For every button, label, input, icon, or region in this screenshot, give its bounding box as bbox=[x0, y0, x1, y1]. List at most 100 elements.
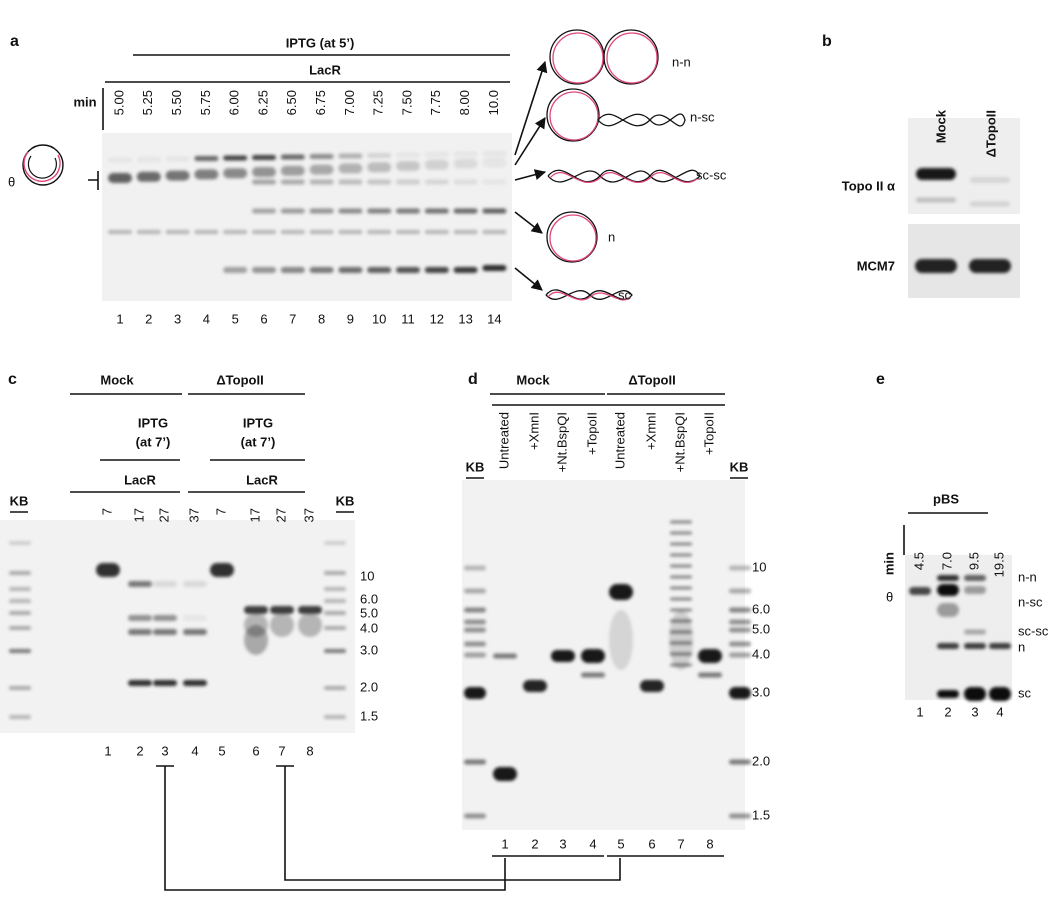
gel-band bbox=[916, 197, 956, 203]
gel-band bbox=[280, 154, 305, 160]
gel-band bbox=[252, 230, 276, 234]
gel-band bbox=[964, 586, 986, 594]
lane-number: 2 bbox=[145, 311, 152, 326]
size-label: 2.0 bbox=[360, 679, 378, 694]
gel-band bbox=[128, 680, 152, 686]
gel-band bbox=[324, 541, 346, 545]
lane-number: 1 bbox=[116, 311, 123, 326]
lane-time: 37 bbox=[186, 508, 201, 522]
gel-band bbox=[338, 208, 363, 214]
lane-time: 27 bbox=[273, 508, 288, 522]
gel-band bbox=[464, 565, 486, 571]
gel-band bbox=[9, 599, 31, 603]
bracket bbox=[88, 171, 99, 190]
gel-band bbox=[9, 626, 31, 630]
gel-band bbox=[396, 179, 420, 185]
gel-band bbox=[165, 170, 190, 181]
gel-band bbox=[396, 267, 420, 273]
gel-band bbox=[338, 230, 363, 234]
gel-band bbox=[729, 813, 751, 819]
gel-band bbox=[464, 813, 486, 819]
lane-time: 7.00 bbox=[342, 90, 357, 115]
gel-band bbox=[698, 649, 722, 663]
treatment: IPTG bbox=[243, 415, 273, 430]
gel-band bbox=[989, 643, 1011, 649]
gel-band bbox=[482, 208, 507, 214]
gel-band bbox=[424, 179, 449, 185]
panel-letter: a bbox=[10, 33, 19, 50]
gel-band bbox=[581, 672, 605, 678]
gel-band bbox=[108, 230, 132, 234]
plasmid: pBS bbox=[933, 491, 959, 506]
gel-band bbox=[280, 230, 305, 234]
gel-band bbox=[640, 680, 664, 692]
gel-band bbox=[670, 597, 692, 601]
gel-band bbox=[729, 607, 751, 613]
gel-band bbox=[916, 168, 956, 180]
gel-band bbox=[424, 152, 449, 157]
gel-band bbox=[270, 613, 294, 637]
lane-time: 5.50 bbox=[169, 90, 184, 115]
lane-number: 5 bbox=[232, 311, 239, 326]
lane-number: 6 bbox=[648, 836, 655, 851]
lane-time: 17 bbox=[131, 508, 146, 522]
gel-band bbox=[223, 155, 248, 161]
lane-time: 5.75 bbox=[198, 90, 213, 115]
gel-band bbox=[324, 686, 346, 690]
treatment: +XmnI bbox=[526, 412, 541, 450]
treatment: +Nt.BspQI bbox=[554, 412, 569, 472]
gel-band bbox=[396, 208, 420, 214]
species-label: n-sc bbox=[1018, 594, 1043, 609]
gel-band bbox=[482, 179, 507, 185]
lane-number: 8 bbox=[706, 836, 713, 851]
gel-band bbox=[298, 613, 322, 637]
gel-band bbox=[9, 571, 31, 575]
gel-band bbox=[970, 177, 1010, 183]
gel-band bbox=[729, 759, 751, 765]
species-label: n-n bbox=[672, 54, 691, 69]
gel-band bbox=[108, 173, 132, 183]
gel-band bbox=[989, 687, 1011, 701]
lane-number: 7 bbox=[289, 311, 296, 326]
connector bbox=[156, 765, 506, 891]
species-label: sc bbox=[1018, 685, 1032, 700]
gel-band bbox=[338, 179, 363, 185]
lane-number: 13 bbox=[458, 311, 472, 326]
lane-time: 6.75 bbox=[313, 90, 328, 115]
gel-band bbox=[153, 629, 177, 635]
gel-band bbox=[729, 565, 751, 571]
connector bbox=[276, 765, 621, 881]
lane-number: 11 bbox=[401, 311, 415, 326]
gel-band bbox=[324, 611, 346, 615]
species-label: n bbox=[608, 229, 615, 244]
gel-band bbox=[424, 230, 449, 234]
gel-band bbox=[165, 230, 190, 234]
lane-number: 6 bbox=[260, 311, 267, 326]
gel-band bbox=[183, 581, 207, 587]
gel-band bbox=[280, 165, 305, 176]
gel-band bbox=[252, 167, 276, 177]
gel-band bbox=[964, 629, 986, 635]
gel-band bbox=[136, 157, 161, 162]
gel-band bbox=[338, 267, 363, 273]
gel-band bbox=[453, 208, 478, 214]
gel-band bbox=[252, 267, 276, 273]
lane-time: 9.5 bbox=[966, 552, 981, 570]
gel-band bbox=[453, 179, 478, 185]
gel-band bbox=[309, 267, 334, 273]
gel-band bbox=[183, 615, 207, 621]
gel-band bbox=[244, 606, 268, 614]
gel-band bbox=[309, 154, 334, 159]
size-label: 1.5 bbox=[360, 708, 378, 723]
gel-band bbox=[964, 643, 986, 649]
gel-band bbox=[482, 230, 507, 234]
treatment: (at 7’) bbox=[241, 434, 276, 449]
gel-band bbox=[464, 641, 486, 647]
lane-time: 7.75 bbox=[428, 90, 443, 115]
lane-number: 3 bbox=[559, 836, 566, 851]
gel-band bbox=[244, 625, 268, 655]
lane-time: 6.00 bbox=[227, 90, 242, 115]
topology-drawings bbox=[545, 29, 701, 301]
lane-time: 7 bbox=[99, 508, 114, 515]
lane-number: 4 bbox=[996, 704, 1003, 719]
